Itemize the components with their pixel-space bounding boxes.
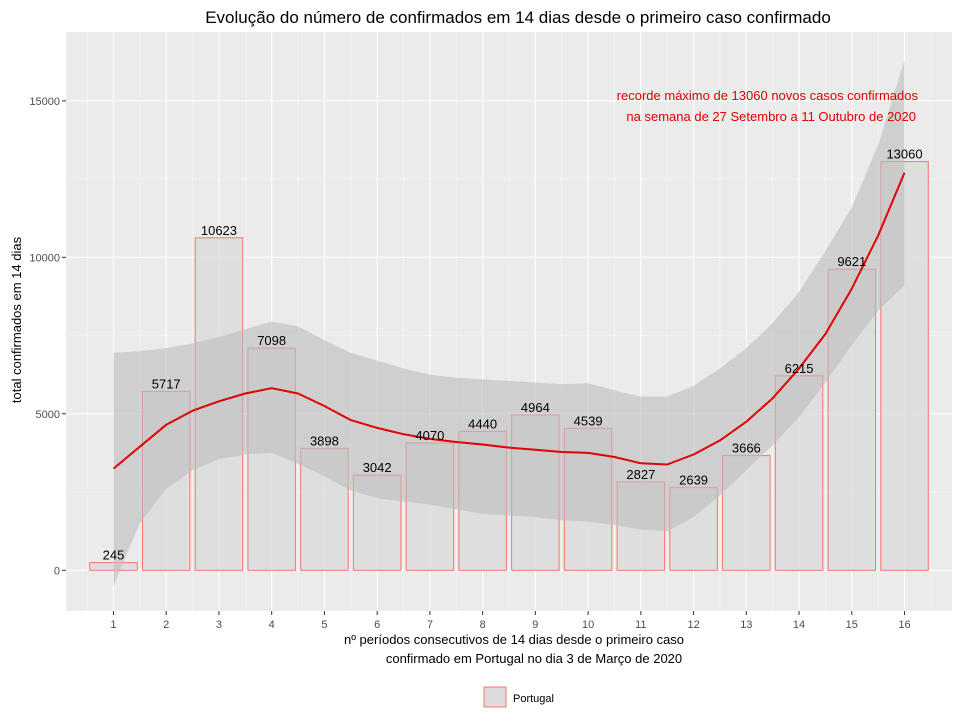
legend-key <box>483 686 507 708</box>
bar-label-13: 3666 <box>732 441 761 456</box>
x-tick-label: 9 <box>532 619 538 631</box>
bar-1 <box>89 562 138 571</box>
annotation-line-1: recorde máximo de 13060 novos casos conf… <box>617 88 919 103</box>
x-tick-label: 16 <box>898 619 910 631</box>
x-tick-label: 6 <box>374 619 380 631</box>
legend: Portugal <box>483 686 554 708</box>
x-tick-label: 7 <box>427 619 433 631</box>
bar-label-2: 5717 <box>152 376 181 391</box>
y-tick-label: 10000 <box>29 252 60 264</box>
bar-label-4: 7098 <box>257 333 286 348</box>
smooth-line <box>112 172 906 470</box>
confidence-band <box>113 60 905 586</box>
x-tick-label: 15 <box>846 619 858 631</box>
x-tick-label: 4 <box>269 619 275 631</box>
bar-label-11: 2827 <box>626 467 655 482</box>
bar-label-7: 4070 <box>415 428 444 443</box>
x-axis-ticks: 1 2 3 4 5 6 7 8 9 10 11 12 13 14 15 16 <box>110 611 911 631</box>
x-axis-title-line-2: confirmado em Portugal no dia 3 de Março… <box>386 651 682 666</box>
bar-label-10: 4539 <box>574 413 603 428</box>
x-tick-label: 8 <box>480 619 486 631</box>
bar-label-3: 10623 <box>201 223 237 238</box>
x-tick-label: 13 <box>740 619 752 631</box>
bar-label-15: 9621 <box>837 254 866 269</box>
x-tick-label: 5 <box>321 619 327 631</box>
bar-label-9: 4964 <box>521 400 550 415</box>
y-axis-title: total confirmados em 14 dias <box>9 236 24 403</box>
y-tick-label: 15000 <box>29 96 60 108</box>
x-tick-label: 12 <box>687 619 699 631</box>
bar-label-5: 3898 <box>310 433 339 448</box>
legend-label: Portugal <box>513 693 554 705</box>
x-tick-label: 3 <box>216 619 222 631</box>
x-tick-label: 11 <box>635 619 646 631</box>
bar-label-14: 6215 <box>785 361 814 376</box>
annotation-line-2: na semana de 27 Setembro a 11 Outubro de… <box>626 109 916 124</box>
x-tick-label: 10 <box>582 619 594 631</box>
bar-label-6: 3042 <box>363 460 392 475</box>
x-tick-label: 14 <box>793 619 805 631</box>
x-axis-title-line-1: nº períodos consecutivos de 14 dias desd… <box>344 632 684 647</box>
y-tick-label: 0 <box>54 565 60 577</box>
bar-label-8: 4440 <box>468 416 497 431</box>
bar-label-1: 245 <box>103 548 125 563</box>
bar-label-12: 2639 <box>679 473 708 488</box>
y-tick-label: 5000 <box>36 409 60 421</box>
y-axis-ticks: 0 5000 10000 15000 <box>29 96 66 577</box>
x-tick-label: 1 <box>110 619 116 631</box>
chart-title: Evolução do número de confirmados em 14 … <box>205 8 831 27</box>
x-tick-label: 2 <box>163 619 169 631</box>
bar-13 <box>722 455 771 571</box>
bar-label-16: 13060 <box>886 147 922 162</box>
bar-labels: 245 5717 10623 7098 3898 3042 4070 4440 4964 4539… <box>103 147 923 563</box>
